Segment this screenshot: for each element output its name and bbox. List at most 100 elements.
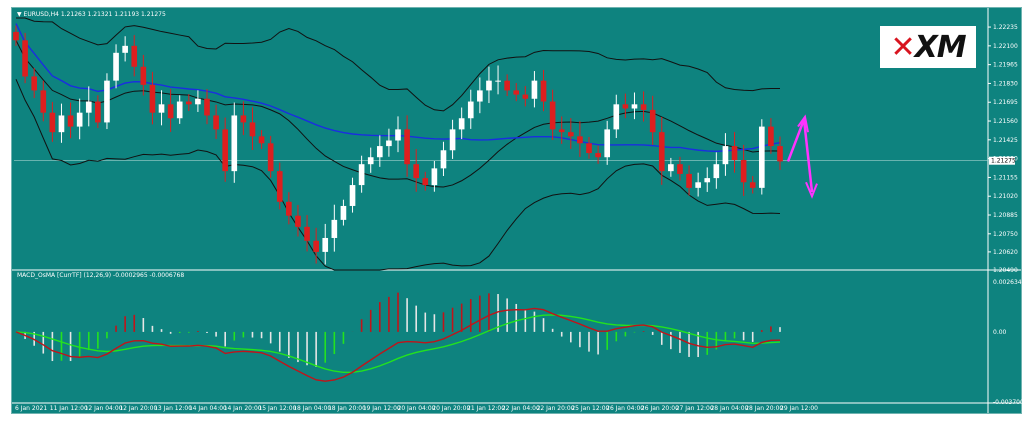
bear-candle [404, 129, 410, 165]
bear-candle [549, 101, 556, 130]
bear-candle [413, 164, 420, 179]
bear-candle [504, 80, 510, 91]
time-tick-label: 25 Jan 12:00 [571, 405, 609, 412]
bear-candle [167, 104, 174, 119]
symbol-header: ▼ EURUSD,H4 1.21263 1.21321 1.21193 1.21… [17, 11, 166, 18]
bear-candle [13, 31, 19, 41]
price-tick-label: 1.21560 [993, 118, 1018, 125]
bull-candle [386, 140, 392, 147]
time-tick-label: 6 Jan 2021 [15, 405, 47, 412]
macd-signal-line [15, 314, 781, 374]
time-tick-label: 28 Jan 04:00 [710, 405, 748, 412]
bull-candle [58, 115, 65, 133]
bear-candle [258, 136, 265, 144]
bear-candle [313, 240, 319, 252]
time-tick-label: 26 Jan 04:00 [606, 405, 644, 412]
time-tick-label: 18 Jan 04:00 [293, 405, 331, 412]
time-tick-label: 15 Jan 12:00 [258, 405, 296, 412]
bear-candle [67, 115, 74, 127]
bear-candle [149, 84, 156, 113]
bull-candle [122, 45, 128, 53]
current-price-label: 1.21275 [991, 158, 1016, 165]
bear-candle [558, 129, 565, 133]
time-tick-label: 27 Jan 12:00 [676, 405, 714, 412]
macd-tick-label: 0.00 [993, 329, 1007, 336]
time-tick-label: 18 Jan 20:00 [328, 405, 366, 412]
candles[interactable] [13, 25, 783, 265]
bull-candle [158, 104, 165, 113]
bull-candle [604, 129, 611, 158]
bear-candle [567, 132, 574, 137]
axis-labels: 1.22235 1.22100 1.21965 1.21830 1.21695 1.215… [15, 24, 1024, 412]
arrow-down-head-icon [805, 181, 818, 199]
macd-tick-label: 0.002634 [993, 279, 1022, 286]
bear-candle [31, 76, 38, 91]
bull-candle [395, 129, 401, 141]
time-tick-label: 20 Jan 04:00 [398, 405, 436, 412]
bull-candle [758, 126, 765, 188]
bear-candle [577, 136, 583, 144]
bull-candle [376, 146, 383, 158]
bear-candle [740, 160, 747, 183]
logo-text: XM [914, 29, 967, 65]
bear-candle [240, 115, 247, 123]
bull-candle [458, 118, 465, 130]
bear-candle [276, 171, 283, 202]
bear-candle [131, 45, 138, 67]
bull-candle [631, 104, 638, 109]
price-tick-label: 1.21155 [993, 174, 1018, 181]
bull-candle [367, 157, 374, 165]
bull-candle [349, 185, 356, 206]
bollinger-middle-line [15, 40, 781, 188]
time-tick-label: 28 Jan 20:00 [745, 405, 783, 412]
bear-candle [267, 143, 274, 172]
bull-candle [85, 101, 92, 113]
bear-candle [586, 143, 592, 154]
price-tick-label: 1.21830 [993, 80, 1018, 87]
forecast-down-arrow [802, 119, 814, 193]
bear-candle [749, 182, 756, 188]
time-tick-label: 12 Jan 04:00 [85, 405, 123, 412]
bull-candle [113, 52, 119, 81]
bull-candle [695, 182, 701, 188]
macd-histogram [24, 292, 781, 367]
bear-candle [286, 201, 292, 216]
macd-header: MACD_OsMA [CurrTF] (12,26,9) -0.0002965 … [17, 272, 185, 279]
bear-candle [768, 126, 774, 147]
time-tick-label: 26 Jan 20:00 [641, 405, 679, 412]
macd-main-line [15, 307, 781, 382]
bear-candle [622, 104, 629, 109]
bear-candle [677, 164, 683, 174]
time-tick-label: 12 Jan 20:00 [119, 405, 157, 412]
bull-candle [486, 80, 492, 91]
bear-candle [595, 153, 601, 158]
time-tick-label: 14 Jan 04:00 [189, 405, 227, 412]
xm-logo: ✕ XM [880, 26, 976, 68]
bear-candle [522, 94, 529, 99]
bull-candle [613, 104, 620, 130]
bear-candle [204, 98, 210, 116]
price-tick-label: 1.21425 [993, 137, 1018, 144]
time-tick-label: 14 Jan 20:00 [224, 405, 262, 412]
price-tick-label: 1.20490 [993, 267, 1018, 274]
grid-layer [12, 8, 1021, 413]
time-tick-label: 11 Jan 12:00 [50, 405, 88, 412]
bollinger-upper-line [16, 17, 781, 112]
bull-candle [231, 115, 238, 172]
forecast-arrows [786, 114, 818, 199]
time-tick-label: 22 Jan 20:00 [537, 405, 575, 412]
time-tick-label: 22 Jan 04:00 [502, 405, 540, 412]
bull-candle [176, 101, 183, 119]
bear-candle [640, 104, 647, 110]
logo-mark-icon: ✕ [890, 29, 915, 65]
time-tick-label: 21 Jan 12:00 [467, 405, 505, 412]
bull-candle [704, 178, 711, 183]
bull-candle [340, 205, 347, 220]
bear-candle [140, 66, 147, 85]
bear-candle [213, 115, 219, 130]
macd-tick-label: -0.003700 [993, 399, 1024, 406]
price-tick-label: 1.22100 [993, 43, 1018, 50]
bull-candle [331, 219, 338, 238]
